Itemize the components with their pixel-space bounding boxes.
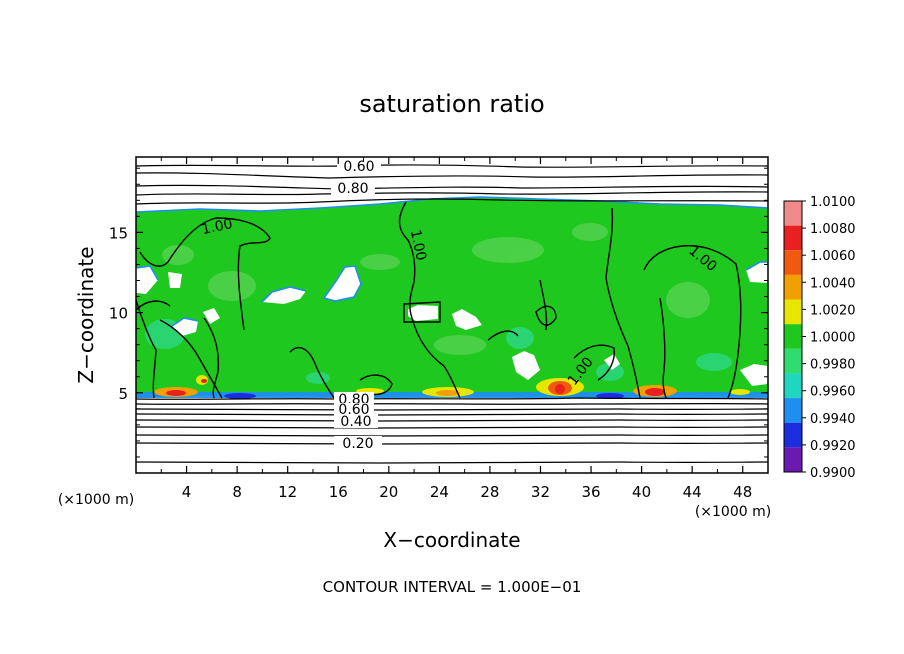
colorbar-swatch <box>784 373 802 399</box>
colorbar-swatch <box>784 447 802 472</box>
colorbar-label: 0.9920 <box>810 439 856 454</box>
subsaturated-holes <box>136 262 768 386</box>
x-tick-label: 12 <box>278 483 297 501</box>
colorbar-swatch <box>784 250 802 275</box>
colorbar-label: 1.0000 <box>810 331 856 346</box>
colorbar-label: 0.9980 <box>810 358 856 373</box>
colorbar-label: 1.0100 <box>810 195 856 210</box>
x-tick-label: 28 <box>480 483 499 501</box>
colorbar-swatch <box>784 201 802 226</box>
plot-frame <box>135 156 769 474</box>
colorbar-swatch <box>784 398 802 423</box>
x-tick-label: 32 <box>531 483 550 501</box>
colorbar-label: 0.9960 <box>810 385 856 400</box>
x-tick-label: 8 <box>232 483 242 501</box>
colorbar-label: 1.0060 <box>810 249 856 264</box>
colorbar-swatch <box>784 225 802 251</box>
y-tick-label: 10 <box>109 305 128 323</box>
contour-interval-note: CONTOUR INTERVAL = 1.000E−01 <box>323 578 582 596</box>
colorbar: 1.0100 1.0080 1.0060 1.0040 1.0020 1.0000 0.99… <box>783 195 856 481</box>
x-tick-label: 16 <box>329 483 348 501</box>
x-unit-right: (×1000 m) <box>695 504 771 520</box>
x-axis-ticks: 4 8 12 16 20 24 28 32 36 40 44 48 <box>160 157 752 501</box>
contour-label-020: 0.20 <box>342 436 373 452</box>
x-axis-label: X−coordinate <box>383 528 520 552</box>
one-contour-lines <box>136 201 742 399</box>
contour-label-080-top: 0.80 <box>337 181 368 197</box>
colorbar-label: 1.0020 <box>810 303 856 318</box>
colorbar-swatch <box>784 274 802 300</box>
cloud-top-edge <box>136 196 768 213</box>
contour-label-100-a: 1.00 <box>200 216 234 238</box>
colorbar-swatch <box>784 348 802 374</box>
x-tick-label: 20 <box>379 483 398 501</box>
x-tick-label: 44 <box>683 483 702 501</box>
cloud-base-band <box>136 375 768 399</box>
colorbar-label: 0.9900 <box>810 466 856 481</box>
colorbar-swatch <box>784 299 802 325</box>
colorbar-swatch <box>784 422 802 448</box>
y-tick-label: 15 <box>109 224 128 242</box>
colorbar-label: 0.9940 <box>810 412 856 427</box>
contour-label-060-top: 0.60 <box>343 159 374 175</box>
x-unit-left: (×1000 m) <box>58 492 134 508</box>
colorbar-label: 1.0040 <box>810 276 856 291</box>
chart-title: saturation ratio <box>359 90 544 118</box>
lower-contour-lines <box>136 397 768 464</box>
colorbar-label: 1.0080 <box>810 222 856 237</box>
contour-label-040: 0.40 <box>340 414 371 430</box>
upper-contour-lines <box>136 164 768 205</box>
hole-edges <box>136 261 768 327</box>
x-tick-label: 40 <box>632 483 651 501</box>
x-tick-label: 36 <box>581 483 600 501</box>
x-tick-label: 24 <box>430 483 449 501</box>
colorbar-swatch <box>784 324 802 349</box>
x-tick-label: 48 <box>733 483 752 501</box>
x-tick-label: 4 <box>182 483 192 501</box>
y-tick-label: 5 <box>118 385 128 403</box>
y-axis-ticks: 5 10 15 <box>109 167 768 458</box>
y-axis-label: Z−coordinate <box>74 246 98 383</box>
plot-area: 0.60 0.80 1.00 1.00 1.00 1.00 0.80 0.60 … <box>136 157 768 473</box>
field-texture <box>162 223 710 355</box>
contour-label-100-b: 1.00 <box>407 228 429 262</box>
